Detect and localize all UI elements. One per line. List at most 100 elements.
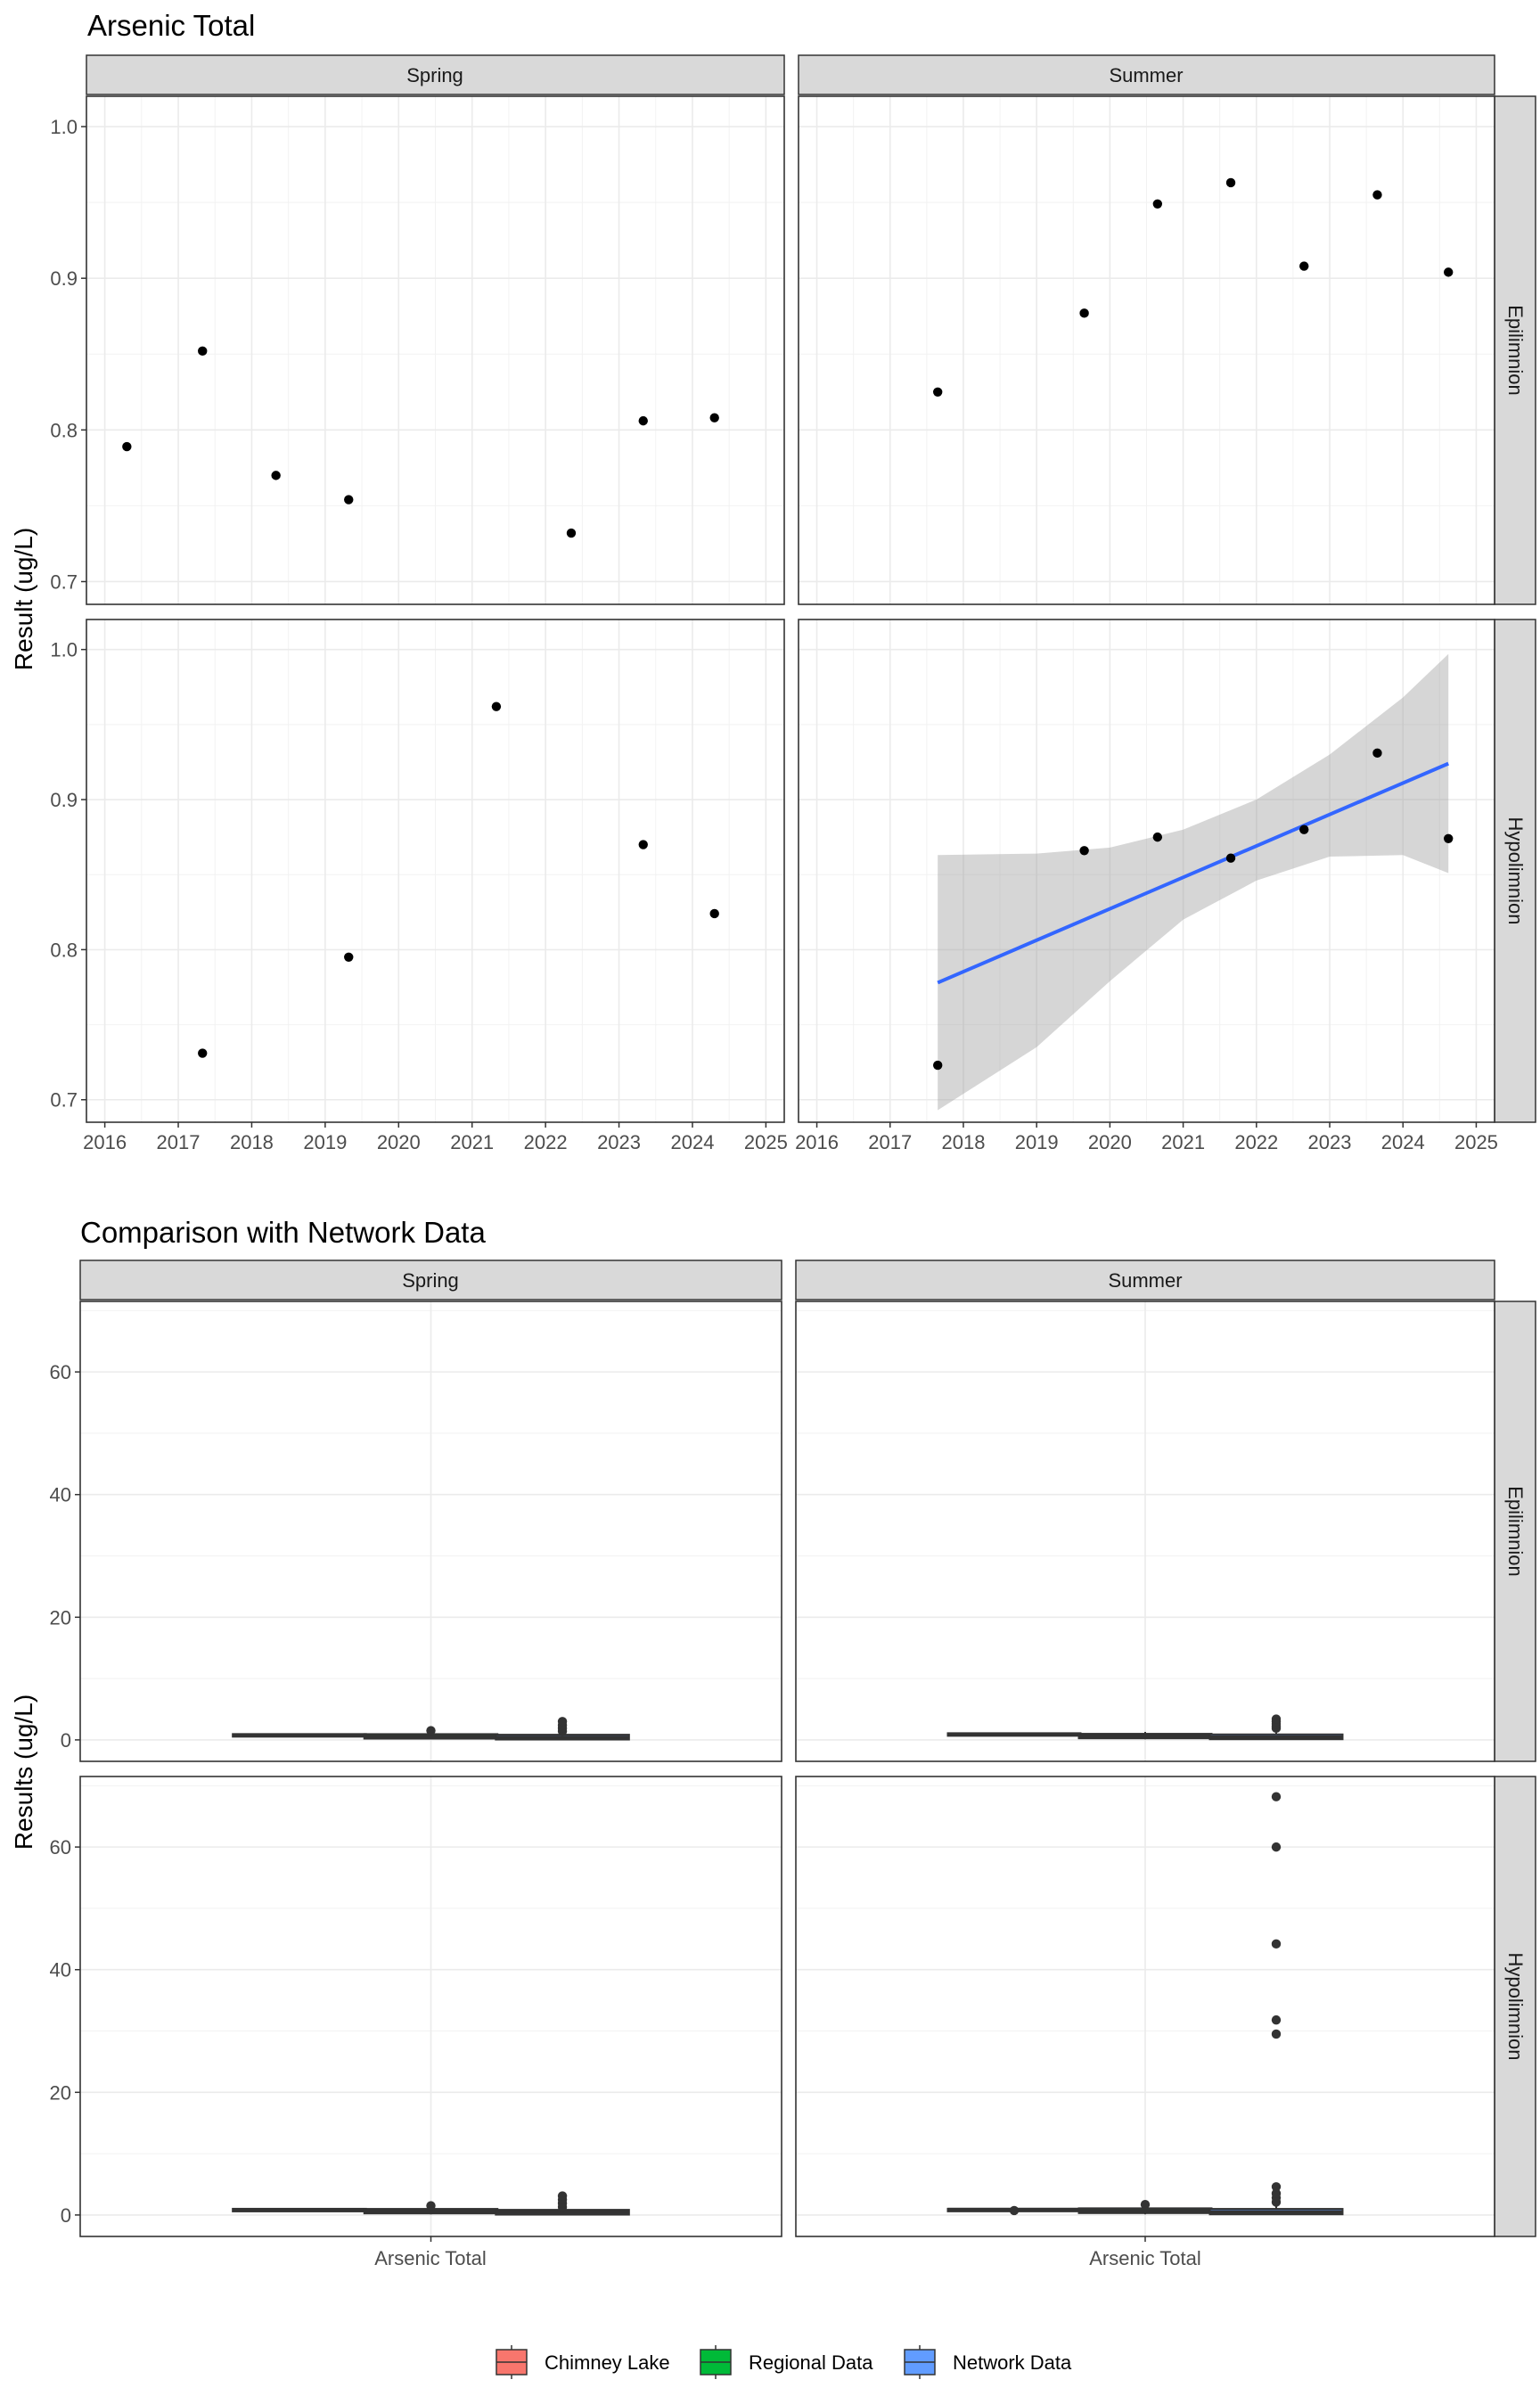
x-tick-label: 2023 — [597, 1131, 641, 1153]
strip-top-spring-2 — [79, 1260, 782, 1301]
strip-top-spring — [86, 54, 785, 95]
x-tick-label: 2022 — [524, 1131, 568, 1153]
x-tick-label: 2024 — [1381, 1131, 1425, 1153]
x-tick-label: 2024 — [670, 1131, 714, 1153]
y-tick-label: 0 — [61, 1729, 71, 1752]
box-chimney-lake — [232, 1733, 367, 1738]
box-chimney-lake — [232, 2207, 367, 2212]
panel-border — [86, 95, 785, 605]
y-tick-label: 20 — [50, 2081, 71, 2104]
scatter-panel-summer-epilimnion — [798, 95, 1495, 605]
strip-top-summer-2 — [795, 1260, 1495, 1301]
data-point — [122, 441, 132, 452]
x-tick-label: 2017 — [157, 1131, 201, 1153]
strip-top-summer — [798, 54, 1495, 95]
strip-label-hypolimnion: Hypolimnion — [1504, 816, 1527, 924]
chart-title-arsenic-total: Arsenic Total — [87, 9, 255, 42]
data-point — [709, 413, 719, 423]
box-panel-spring-hypolimnion: 0 20 40 60 — [50, 1776, 782, 2242]
x-tick-label: 2017 — [868, 1131, 912, 1153]
data-point — [1444, 833, 1454, 844]
box-network-data — [1208, 1792, 1344, 2216]
y-tick-label: 40 — [50, 1959, 71, 1982]
box-panel-summer-epilimnion — [795, 1301, 1495, 1762]
data-point — [933, 387, 943, 397]
y-tick-label: 0.7 — [50, 1089, 78, 1112]
box-network-data — [1208, 1714, 1344, 1741]
strip-label-spring-2: Spring — [402, 1269, 459, 1292]
x-tick-label: 2021 — [1161, 1131, 1205, 1153]
panel-border — [798, 95, 1495, 605]
x-tick-label: 2016 — [795, 1131, 839, 1153]
strip-label-epilimnion: Epilimnion — [1504, 305, 1527, 396]
box-outlier — [557, 1717, 568, 1727]
strip-label-epilimnion-2: Epilimnion — [1504, 1486, 1527, 1577]
strip-right-hypolimnion-2 — [1494, 1776, 1536, 2237]
y-tick-label: 0.8 — [50, 419, 78, 441]
strip-label-hypolimnion-2: Hypolimnion — [1504, 1952, 1527, 2060]
data-point — [1372, 748, 1382, 759]
data-point — [1444, 267, 1454, 277]
data-point — [1372, 190, 1382, 200]
data-point — [566, 528, 577, 538]
x-tick-label: 2025 — [1454, 1131, 1498, 1153]
box-regional-data — [1077, 1731, 1213, 1740]
legend-label-network-data: Network Data — [953, 2351, 1072, 2374]
scatter-panel-summer-hypolimnion: 2016 2017 2018 2019 2020 2021 2022 2023 2024 2025 — [795, 619, 1498, 1153]
x-tick-label: 2021 — [450, 1131, 494, 1153]
scatter-chart: 0.7 0.8 0.9 1.0 0.7 0.8 0.9 1.0 2016 2017 2018 2019… — [50, 95, 1498, 1153]
x-tick-label: 2020 — [1088, 1131, 1132, 1153]
data-point — [1225, 853, 1236, 863]
panel-border — [86, 619, 785, 1123]
y-tick-label: 0.7 — [50, 570, 78, 593]
box-outlier — [426, 2201, 436, 2211]
y-tick-label: 0 — [61, 2204, 71, 2227]
x-tick-label: 2023 — [1308, 1131, 1352, 1153]
box-chart: 0 20 40 60 0 20 40 60 — [50, 1301, 1495, 2242]
box-outlier — [1271, 2188, 1282, 2199]
box-panel-spring-epilimnion: 0 20 40 60 — [50, 1301, 782, 1762]
y-tick-label: 1.0 — [50, 116, 78, 138]
y-axis-title-results: Results (ug/L) — [10, 1694, 37, 1850]
strip-label-spring: Spring — [406, 64, 463, 86]
y-tick-label: 20 — [50, 1606, 71, 1629]
trend-line — [937, 761, 1449, 985]
strip-label-summer: Summer — [1109, 64, 1183, 86]
data-point — [1152, 832, 1163, 842]
scatter-panel-spring-hypolimnion: 0.7 0.8 0.9 1.0 2016 2017 2018 2019 2020 2021 2022… — [50, 619, 788, 1153]
strip-right-hypolimnion — [1494, 619, 1536, 1123]
data-point — [491, 702, 502, 711]
box-outlier — [557, 2191, 568, 2201]
x-tick-label: 2019 — [1015, 1131, 1059, 1153]
y-tick-label: 60 — [50, 1836, 71, 1859]
box-outlier — [1271, 1714, 1282, 1724]
confidence-band — [938, 653, 1449, 1111]
x-tick-label: 2022 — [1234, 1131, 1278, 1153]
y-tick-label: 40 — [50, 1484, 71, 1506]
y-axis-title-result: Result (ug/L) — [10, 528, 37, 670]
strip-right-epilimnion-2 — [1494, 1301, 1536, 1762]
data-point — [198, 1048, 208, 1058]
x-tick-label: 2018 — [230, 1131, 274, 1153]
box-panel-summer-hypolimnion — [795, 1776, 1495, 2242]
y-tick-label: 0.9 — [50, 789, 78, 811]
chart-title-comparison: Comparison with Network Data — [80, 1216, 486, 1249]
data-point — [1299, 825, 1309, 834]
data-point — [933, 1060, 943, 1071]
data-point — [344, 952, 354, 963]
data-point — [271, 471, 281, 480]
scatter-panel-spring-epilimnion: 0.7 0.8 0.9 1.0 — [50, 95, 785, 605]
x-tick-label: 2025 — [744, 1131, 788, 1153]
box-outlier — [1009, 2205, 1020, 2216]
legend-label-chimney-lake: Chimney Lake — [545, 2351, 670, 2374]
legend-key-chimney-lake — [496, 2345, 528, 2379]
box-outlier — [1140, 2200, 1151, 2210]
legend-key-regional-data — [700, 2345, 732, 2379]
data-point — [1152, 199, 1163, 209]
legend-key-network-data — [904, 2345, 936, 2379]
panel-border — [79, 1301, 782, 1762]
data-point — [638, 415, 648, 426]
box-network-data — [495, 1717, 630, 1741]
box-outlier — [1271, 2029, 1282, 2039]
